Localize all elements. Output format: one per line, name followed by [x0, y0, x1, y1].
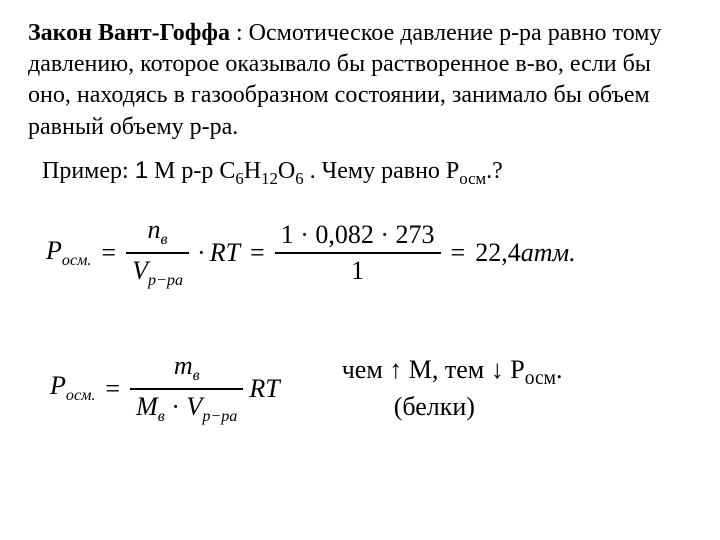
eq1-equals-1: =: [91, 238, 126, 268]
arrow-up-icon: ↑: [389, 355, 402, 384]
eq1-equals-2: =: [240, 238, 275, 268]
example-sub2: 12: [261, 169, 278, 188]
fraction-bar: [126, 252, 189, 254]
eq1-n: n: [148, 215, 161, 244]
eq2-P-sym: P: [50, 371, 66, 400]
eq1-frac2-den: 1: [345, 256, 370, 286]
fraction-bar: [130, 388, 243, 390]
example-sub1: 6: [235, 169, 243, 188]
eq1-n-sub: в: [161, 232, 168, 249]
eq2-m: m: [174, 351, 193, 380]
example-prefix: Пример:: [42, 158, 135, 184]
note-b: М, тем: [402, 355, 490, 384]
eq1-P-sym: P: [46, 236, 62, 265]
eq2-M: M: [136, 392, 158, 421]
eq2-P-sub: осм.: [66, 388, 96, 405]
eq1-frac1-den: Vр−ра: [126, 256, 189, 291]
eq1-frac2: 1 · 0,082 · 273 1: [275, 220, 441, 286]
eq2-den: Mв · Vр−ра: [130, 392, 243, 427]
eq1-RT: RT: [210, 238, 240, 268]
eq1-frac1-num: nв: [142, 215, 174, 250]
eq2-num: mв: [168, 351, 206, 386]
note-a: чем: [342, 355, 390, 384]
eq1-frac2-num: 1 · 0,082 · 273: [275, 220, 441, 250]
eq2-P: Pосм.: [50, 371, 95, 405]
eq2-V: V: [186, 392, 202, 421]
example-sub3: 6: [295, 169, 303, 188]
eq1-V-sub: р−ра: [148, 272, 183, 289]
example-tail: . Чему равно Р: [304, 158, 460, 184]
eq2-RT: RT: [249, 374, 279, 404]
eq1-equals-3: =: [441, 238, 476, 268]
example-q: .?: [486, 158, 503, 184]
example-h: H: [244, 158, 261, 184]
eq2-equals: =: [95, 374, 130, 404]
row-2: Pосм. = mв Mв · Vр−ра RT чем ↑ М, тем ↓ …: [32, 351, 692, 426]
eq2-m-sub: в: [193, 367, 200, 384]
eq2-M-sub: в: [158, 408, 165, 425]
law-name: Закон Вант-Гоффа: [28, 20, 230, 46]
note-dot: .: [556, 355, 563, 384]
eq1-V: V: [132, 256, 148, 285]
equation-1: Pосм. = nв Vр−ра · RT = 1 · 0,082 · 273 …: [46, 215, 692, 290]
note: чем ↑ М, тем ↓ Росм. (белки): [342, 354, 563, 424]
example-one: 1: [135, 157, 148, 184]
note-line-1: чем ↑ М, тем ↓ Росм.: [342, 354, 563, 392]
example-mid: М р-р C: [148, 158, 235, 184]
example-line: Пример: 1 М р-р C6H12O6 . Чему равно Рос…: [42, 155, 692, 190]
fraction-bar: [275, 252, 441, 254]
eq1-unit: атм.: [521, 238, 576, 268]
eq2-den-dot: ·: [165, 392, 187, 421]
eq2-frac: mв Mв · Vр−ра: [130, 351, 243, 426]
law-definition: Закон Вант-Гоффа : Осмотическое давление…: [28, 18, 692, 143]
eq1-result: 22,4: [475, 238, 521, 268]
eq2-V-sub: р−ра: [202, 408, 237, 425]
note-c: Р: [504, 355, 525, 384]
example-osm: осм: [459, 169, 486, 188]
arrow-down-icon: ↓: [491, 355, 504, 384]
note-line-2: (белки): [342, 391, 563, 424]
example-o: O: [278, 158, 295, 184]
eq1-frac1: nв Vр−ра: [126, 215, 189, 290]
eq1-P-sub: осм.: [62, 252, 92, 269]
note-osm: осм: [525, 368, 556, 389]
eq1-P: Pосм.: [46, 236, 91, 270]
eq1-dot: ·: [189, 238, 210, 268]
equation-2: Pосм. = mв Mв · Vр−ра RT: [50, 351, 280, 426]
